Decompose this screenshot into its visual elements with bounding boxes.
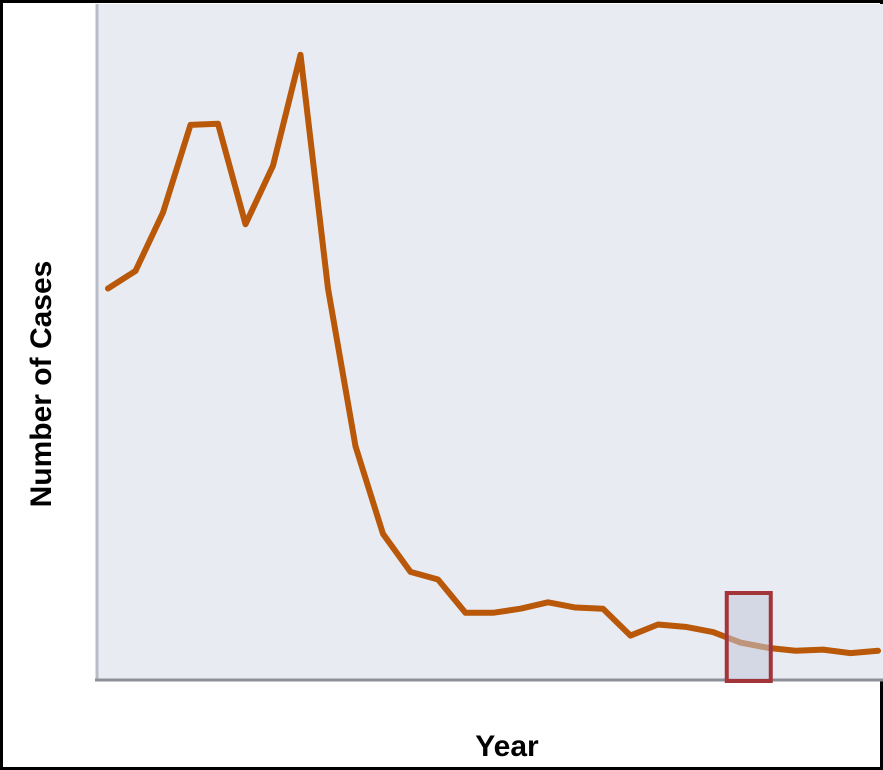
x-axis-title: Year (475, 730, 539, 763)
plot-area (97, 4, 883, 680)
y-axis-title: Number of Cases (25, 261, 58, 508)
highlight-group (724, 591, 773, 683)
highlight-box (724, 591, 773, 683)
